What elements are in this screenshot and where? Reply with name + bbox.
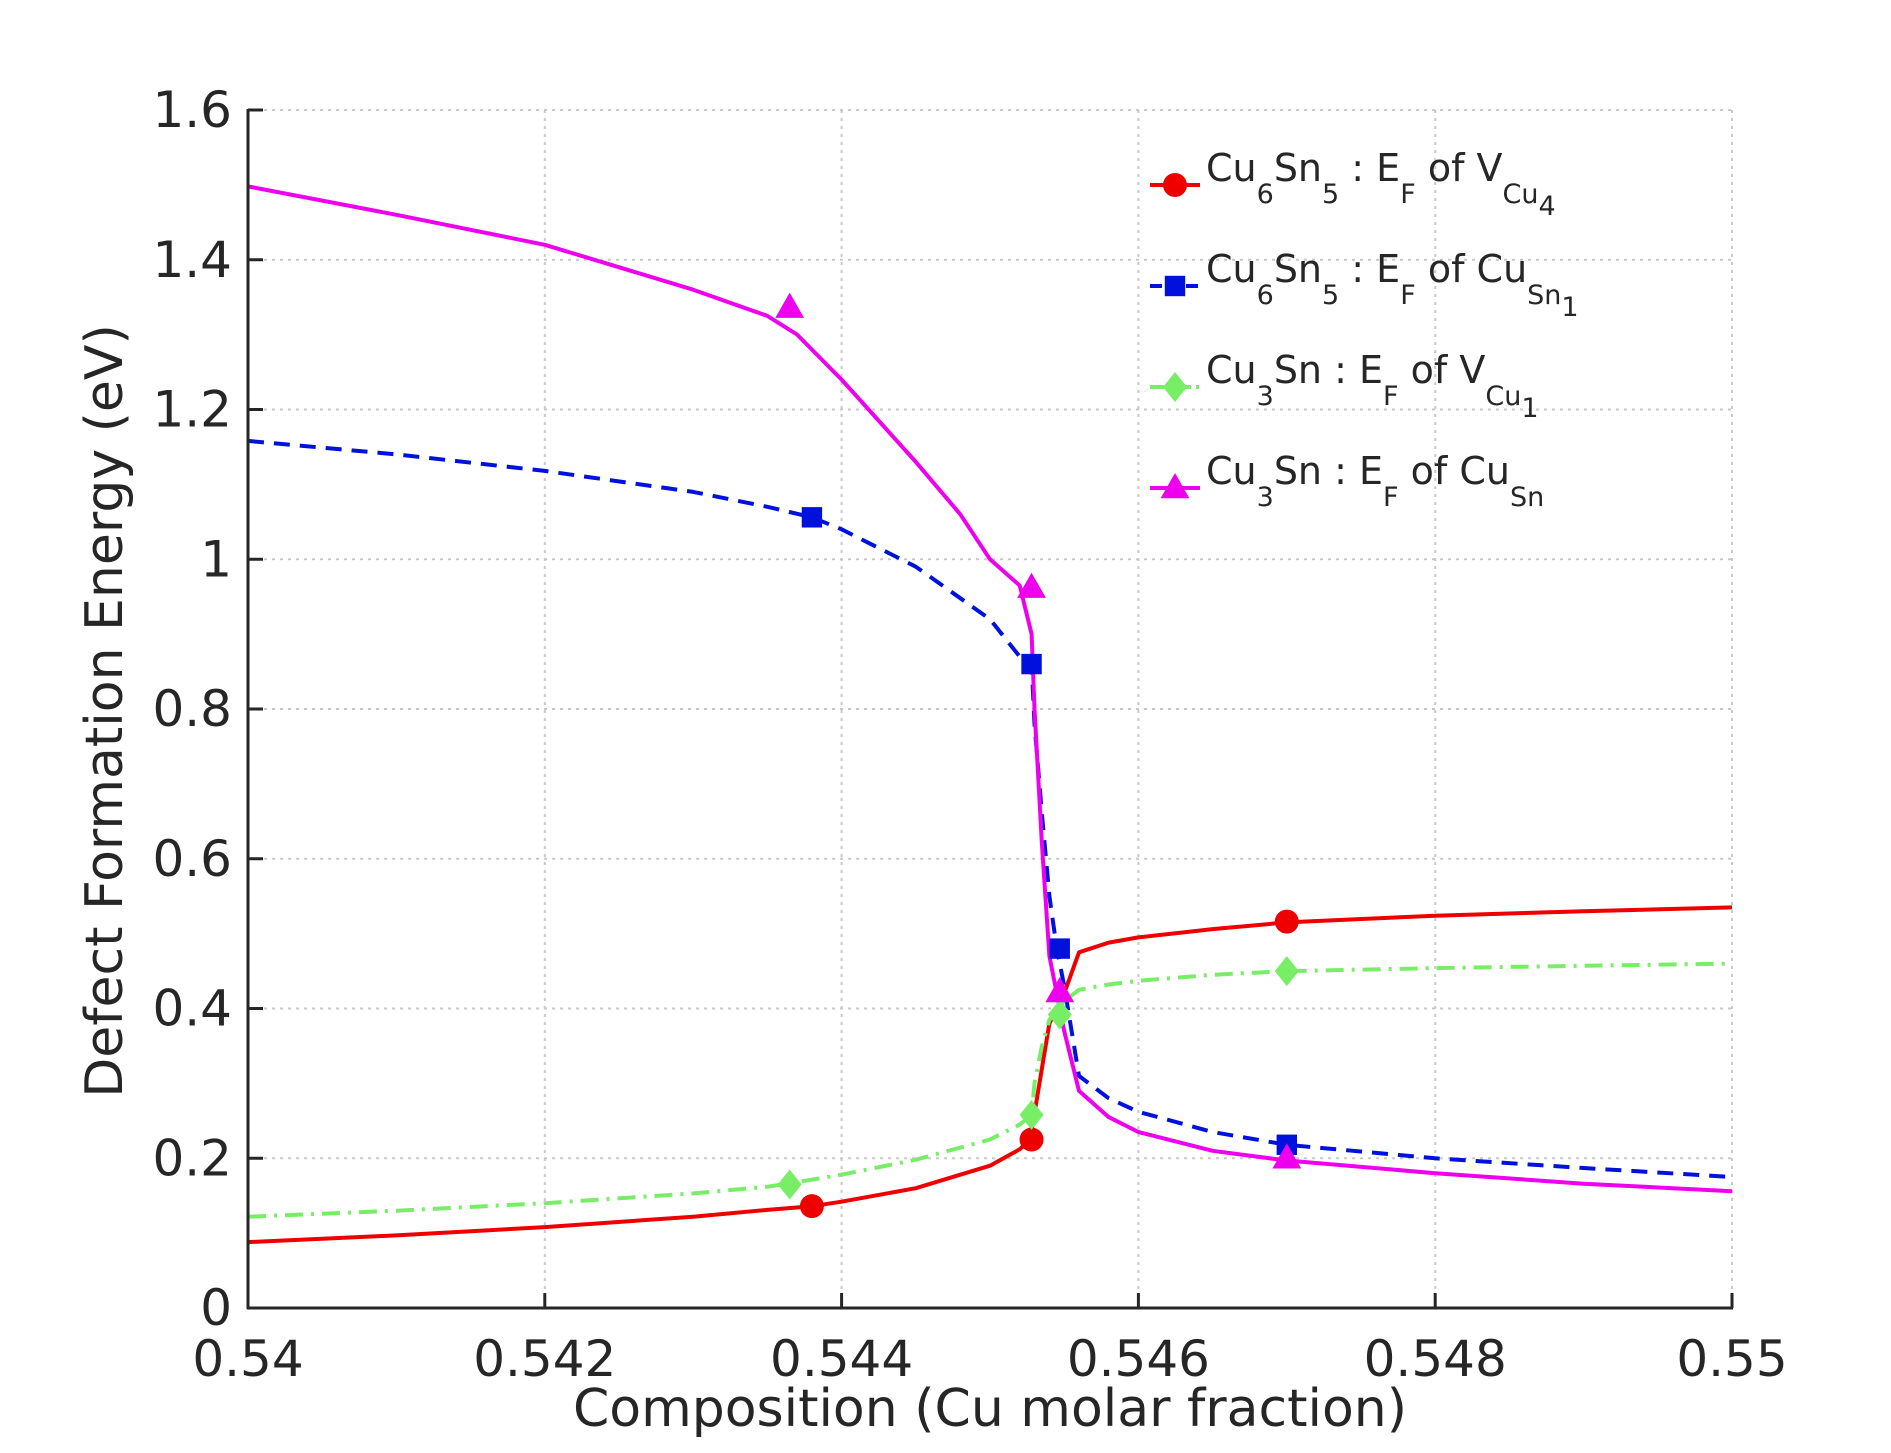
series-line-4 xyxy=(247,184,1733,1194)
series-1-marker xyxy=(799,1194,824,1219)
x-tick-label: 0.546 xyxy=(1067,1330,1210,1388)
x-axis-ticks: 0.54 0.542 0.544 0.546 0.548 0.55 xyxy=(192,1293,1788,1388)
series-4-marker xyxy=(1272,1143,1302,1169)
y-axis-title: Defect Formation Energy (eV) xyxy=(75,324,135,1098)
series-1-marker xyxy=(1019,1127,1044,1152)
series-2-marker xyxy=(1021,653,1042,675)
y-tick-label: 0.8 xyxy=(152,680,232,738)
x-axis-title: Composition (Cu molar fraction) xyxy=(573,1379,1407,1439)
series-3-marker xyxy=(1019,1099,1044,1130)
series-line-1 xyxy=(247,905,1733,1245)
series-4-marker xyxy=(775,292,805,318)
series-3-marker xyxy=(1047,999,1072,1030)
series-line-3 xyxy=(247,961,1733,1219)
x-tick-label: 0.55 xyxy=(1676,1330,1787,1388)
x-tick-label: 0.542 xyxy=(473,1330,616,1388)
y-tick-label: 1.4 xyxy=(152,231,232,289)
legend-label-4: Cu3Sn : EF of CuSn xyxy=(1206,449,1544,513)
series-lines xyxy=(247,184,1733,1245)
y-tick-label: 0.2 xyxy=(152,1129,232,1187)
legend-marker-2 xyxy=(1164,275,1186,297)
legend-label-1: Cu6Sn5 : EF of VCu4 xyxy=(1206,146,1556,222)
legend-item-2: Cu6Sn5 : EF of CuSn1 xyxy=(1150,247,1579,323)
y-axis-ticks: 0 0.2 0.4 0.6 0.8 1 1.2 1.4 1.6 xyxy=(152,81,263,1337)
legend-marker-4 xyxy=(1160,473,1190,499)
series-3-marker xyxy=(777,1169,802,1200)
y-tick-label: 0.6 xyxy=(152,830,232,888)
legend-item-1: Cu6Sn5 : EF of VCu4 xyxy=(1150,146,1556,222)
x-tick-label: 0.54 xyxy=(192,1330,303,1388)
y-tick-label: 1 xyxy=(200,530,232,588)
series-2-marker xyxy=(1049,938,1070,959)
legend-marker-3 xyxy=(1163,372,1187,402)
series-1-marker xyxy=(1274,909,1299,934)
legend-item-3: Cu3Sn : EF of VCu1 xyxy=(1150,348,1539,424)
legend-marker-1 xyxy=(1163,173,1187,197)
series-2-marker xyxy=(801,507,823,528)
y-tick-label: 0 xyxy=(200,1279,232,1337)
y-tick-label: 1.6 xyxy=(152,81,232,139)
y-tick-label: 1.2 xyxy=(152,381,232,439)
x-tick-label: 0.544 xyxy=(770,1330,913,1388)
x-tick-label: 0.548 xyxy=(1364,1330,1507,1388)
legend-item-4: Cu3Sn : EF of CuSn xyxy=(1150,449,1544,513)
legend-label-2: Cu6Sn5 : EF of CuSn1 xyxy=(1206,247,1579,323)
y-tick-label: 0.4 xyxy=(152,980,232,1038)
series-3-marker xyxy=(1274,956,1299,987)
legend-label-3: Cu3Sn : EF of VCu1 xyxy=(1206,348,1539,424)
legend: Cu6Sn5 : EF of VCu4 Cu6Sn5 : EF of CuSn1 C… xyxy=(1150,146,1579,513)
series-4-marker xyxy=(1045,977,1075,1003)
series-4-marker xyxy=(1017,572,1046,598)
series-markers xyxy=(775,292,1302,1219)
